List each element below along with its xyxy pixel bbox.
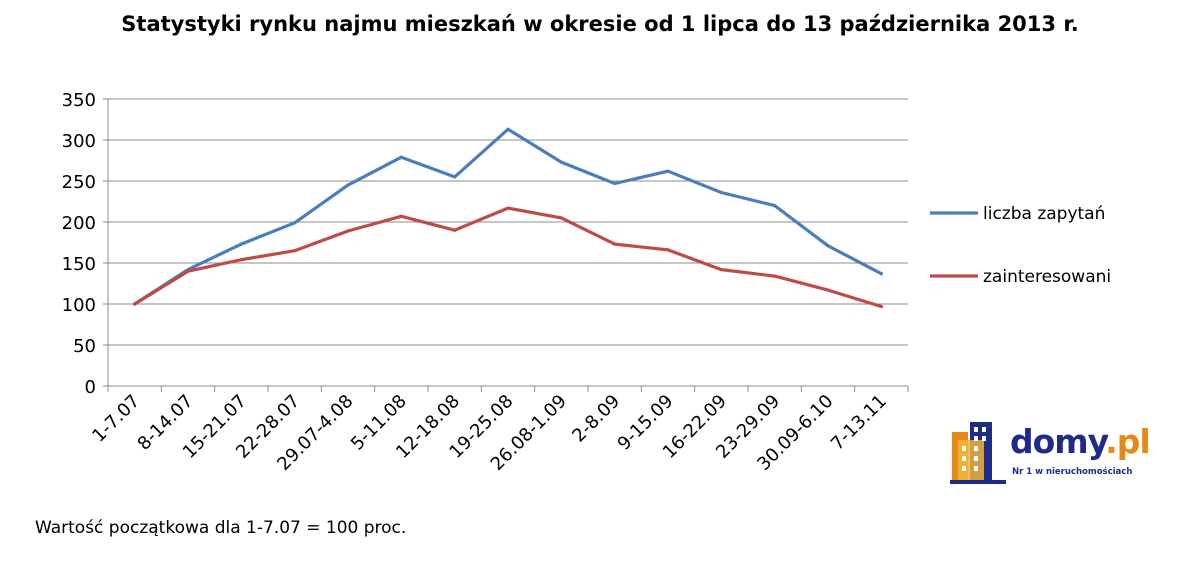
data-point — [239, 258, 243, 262]
data-point — [879, 272, 883, 276]
data-point — [186, 269, 190, 273]
domy-logo: domy.pl Nr 1 w nieruchomościach — [948, 418, 1151, 490]
y-tick-label: 200 — [62, 213, 96, 234]
series-line-1 — [133, 127, 883, 306]
x-tick-label: 7-13.11 — [827, 391, 891, 455]
data-point — [826, 288, 830, 292]
chart-title: Statystyki rynku najmu mieszkań w okresi… — [121, 12, 1079, 36]
logo-tagline: Nr 1 w nieruchomościach — [1012, 467, 1133, 477]
data-point — [666, 248, 670, 252]
data-point — [773, 204, 777, 208]
logo-word-suffix: .pl — [1105, 422, 1150, 461]
y-tick-label: 50 — [73, 336, 96, 357]
y-tick-label: 100 — [62, 295, 96, 316]
data-point — [453, 228, 457, 232]
data-point — [453, 175, 457, 179]
data-point — [346, 229, 350, 233]
data-point — [666, 169, 670, 173]
logo-wordmark: domy.pl — [1010, 422, 1151, 461]
data-point — [559, 160, 563, 164]
data-point — [613, 242, 617, 246]
series-line-2 — [133, 206, 883, 309]
data-point — [506, 127, 510, 131]
data-point — [133, 302, 137, 306]
data-point — [239, 242, 243, 246]
data-point — [506, 206, 510, 210]
data-point — [399, 214, 403, 218]
y-tick-label: 350 — [62, 90, 96, 111]
y-tick-label: 150 — [62, 254, 96, 275]
y-tick-label: 300 — [62, 131, 96, 152]
data-point — [346, 183, 350, 187]
data-point — [293, 221, 297, 225]
data-point — [719, 267, 723, 272]
data-point — [879, 304, 883, 309]
data-point — [399, 155, 403, 159]
legend-label: zainteresowani — [983, 267, 1111, 287]
legend-label: liczba zapytań — [983, 204, 1105, 224]
data-point — [293, 249, 297, 253]
data-point — [613, 181, 617, 186]
footnote: Wartość początkowa dla 1-7.07 = 100 proc… — [35, 518, 407, 538]
data-point — [773, 274, 777, 278]
y-tick-label: 250 — [62, 172, 96, 193]
data-point — [719, 190, 723, 195]
data-point — [826, 244, 830, 248]
building-logo-icon — [950, 422, 1006, 484]
y-tick-label: 0 — [85, 377, 96, 398]
data-point — [559, 216, 563, 220]
logo-word-main: domy — [1010, 422, 1106, 461]
